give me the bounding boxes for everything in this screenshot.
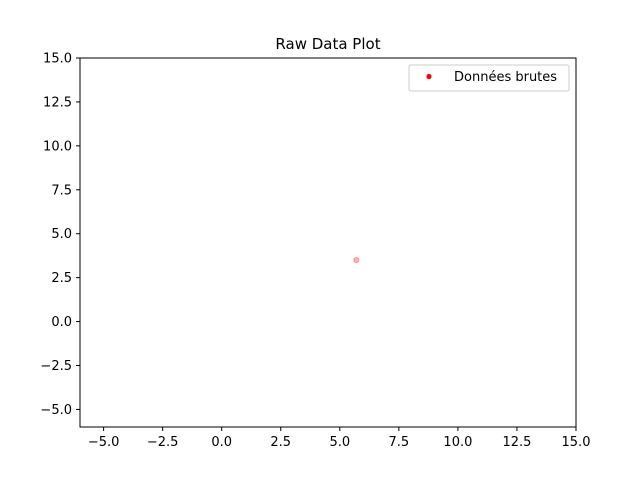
legend-marker bbox=[426, 73, 432, 80]
x-tick-label: 7.5 bbox=[389, 435, 410, 450]
y-tick-label: 5.0 bbox=[51, 227, 72, 242]
x-tick-label: 0.0 bbox=[211, 435, 232, 450]
y-tick-label: −5.0 bbox=[40, 403, 72, 418]
x-tick-label: 2.5 bbox=[270, 435, 291, 450]
y-tick-label: 15.0 bbox=[43, 52, 72, 67]
x-tick-label: −5.0 bbox=[88, 435, 120, 450]
x-axis: −5.0 −2.5 0.0 2.5 5.0 7.5 10.0 12.5 15.0 bbox=[88, 427, 591, 450]
y-tick-label: 7.5 bbox=[51, 183, 72, 198]
x-tick-label: 10.0 bbox=[443, 435, 472, 450]
x-tick-label: 15.0 bbox=[562, 435, 591, 450]
legend-frame bbox=[408, 64, 570, 92]
legend: Données brutes bbox=[408, 64, 570, 92]
plot-frame bbox=[79, 57, 577, 428]
data-points bbox=[353, 256, 360, 264]
legend-label: Données brutes bbox=[454, 70, 557, 85]
x-tick-label: −2.5 bbox=[147, 435, 179, 450]
plot-area bbox=[79, 57, 577, 428]
y-tick-label: 12.5 bbox=[43, 95, 72, 110]
y-axis: −5.0 −2.5 0.0 2.5 5.0 7.5 10.0 12.5 15.0 bbox=[40, 52, 80, 418]
x-tick-label: 5.0 bbox=[329, 435, 350, 450]
y-tick-label: −2.5 bbox=[40, 359, 72, 374]
y-tick-label: 2.5 bbox=[51, 271, 72, 286]
y-tick-label: 10.0 bbox=[43, 139, 72, 154]
y-tick-label: 0.0 bbox=[51, 315, 72, 330]
data-point bbox=[353, 256, 360, 264]
x-tick-label: 12.5 bbox=[502, 435, 531, 450]
chart-title: Raw Data Plot bbox=[275, 35, 380, 53]
